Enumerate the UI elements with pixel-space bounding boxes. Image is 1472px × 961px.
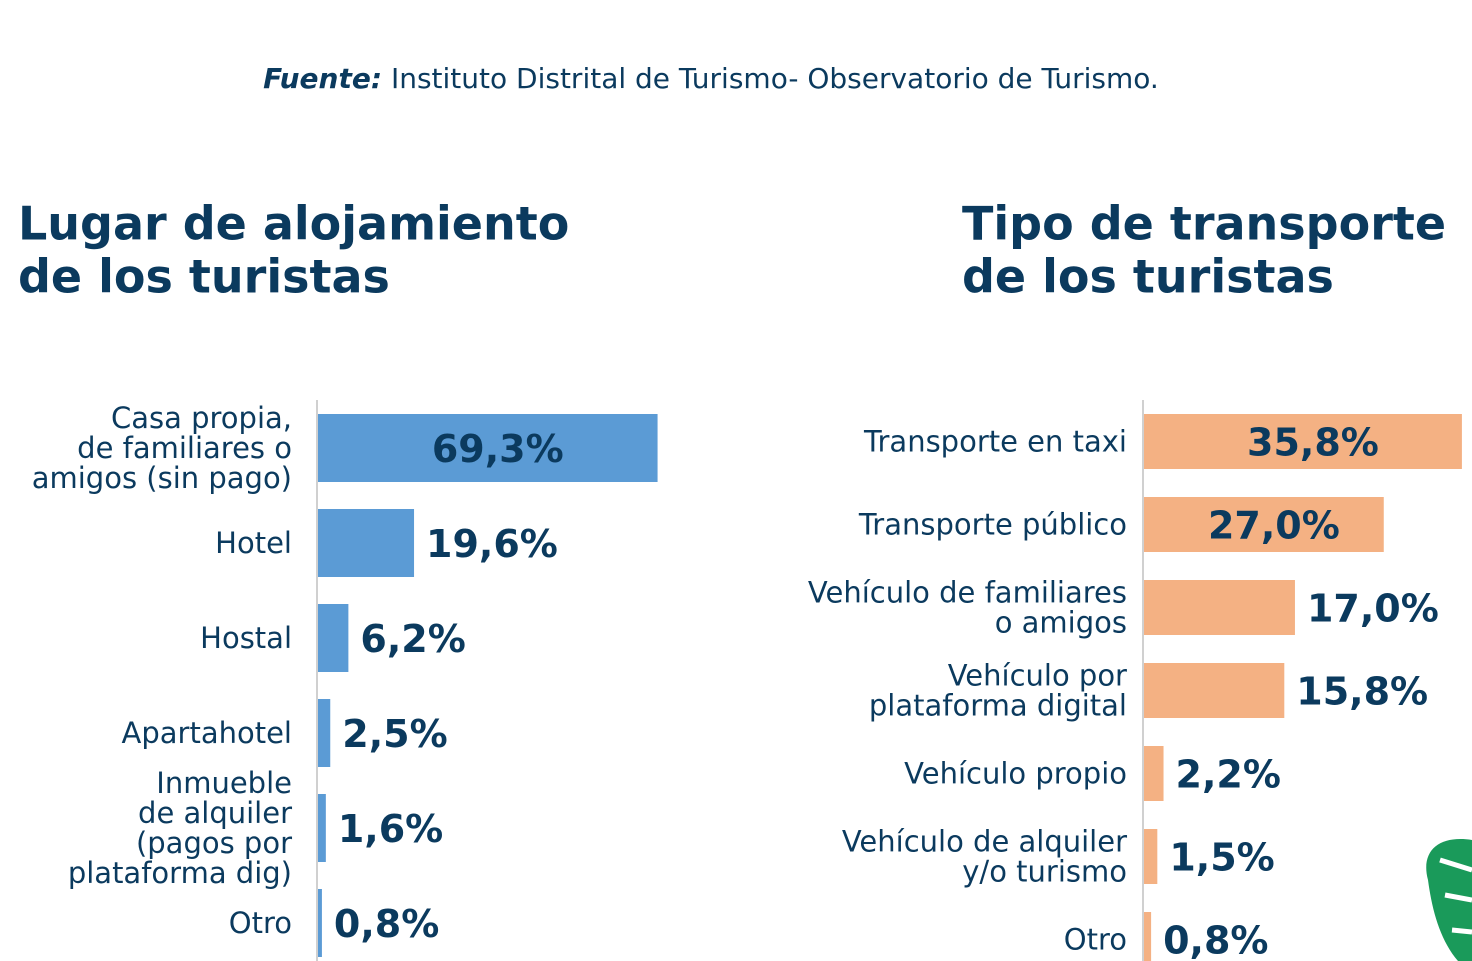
bar bbox=[318, 794, 326, 862]
value-label: 17,0% bbox=[1307, 587, 1439, 631]
category-label: Casa propia, de familiares o amigos (sin p… bbox=[32, 401, 292, 495]
value-label: 2,2% bbox=[1176, 753, 1281, 797]
bar bbox=[1144, 580, 1295, 635]
bar bbox=[318, 889, 322, 957]
category-label: Hostal bbox=[200, 621, 292, 655]
value-label: 27,0% bbox=[1208, 504, 1340, 548]
bar bbox=[318, 414, 658, 482]
value-label: 19,6% bbox=[426, 522, 558, 566]
category-label: Otro bbox=[229, 906, 292, 940]
category-label: Vehículo propio bbox=[904, 757, 1127, 791]
value-label: 69,3% bbox=[432, 427, 564, 471]
category-label: Vehículo por plataforma digital bbox=[869, 659, 1127, 723]
category-label: Transporte en taxi bbox=[863, 425, 1127, 459]
value-label: 0,8% bbox=[1163, 919, 1268, 961]
chart-title: Lugar de alojamiento de los turistas bbox=[18, 197, 569, 304]
bar bbox=[318, 509, 415, 577]
bar bbox=[1144, 497, 1384, 552]
category-label: Apartahotel bbox=[122, 716, 292, 750]
bar bbox=[318, 604, 349, 672]
bar bbox=[1144, 746, 1164, 801]
bar bbox=[1144, 663, 1285, 718]
value-label: 0,8% bbox=[334, 902, 439, 946]
category-label: Hotel bbox=[215, 526, 292, 560]
category-label: Vehículo de familiares o amigos bbox=[808, 576, 1127, 640]
value-label: 6,2% bbox=[360, 617, 465, 661]
value-label: 2,5% bbox=[342, 712, 447, 756]
bar bbox=[1144, 414, 1462, 469]
value-label: 15,8% bbox=[1296, 670, 1428, 714]
leaf-veins bbox=[1439, 857, 1472, 935]
chart-title: Tipo de transporte de los turistas bbox=[962, 197, 1446, 304]
bar bbox=[1144, 829, 1158, 884]
source-label: Fuente: bbox=[263, 62, 382, 95]
bar bbox=[318, 699, 331, 767]
source-text: Instituto Distrital de Turismo- Observat… bbox=[391, 62, 1159, 95]
value-label: 1,6% bbox=[338, 807, 443, 851]
value-label: 35,8% bbox=[1247, 421, 1379, 465]
value-label: 1,5% bbox=[1169, 836, 1274, 880]
bar bbox=[1144, 912, 1152, 961]
category-label: Otro bbox=[1064, 923, 1127, 957]
category-label: Inmueble de alquiler (pagos por plataforma … bbox=[68, 766, 292, 890]
source: Fuente: Instituto Distrital de Turismo- … bbox=[263, 62, 1159, 95]
category-label: Transporte público bbox=[858, 508, 1127, 542]
category-label: Vehículo de alquiler y/o turismo bbox=[842, 825, 1127, 889]
